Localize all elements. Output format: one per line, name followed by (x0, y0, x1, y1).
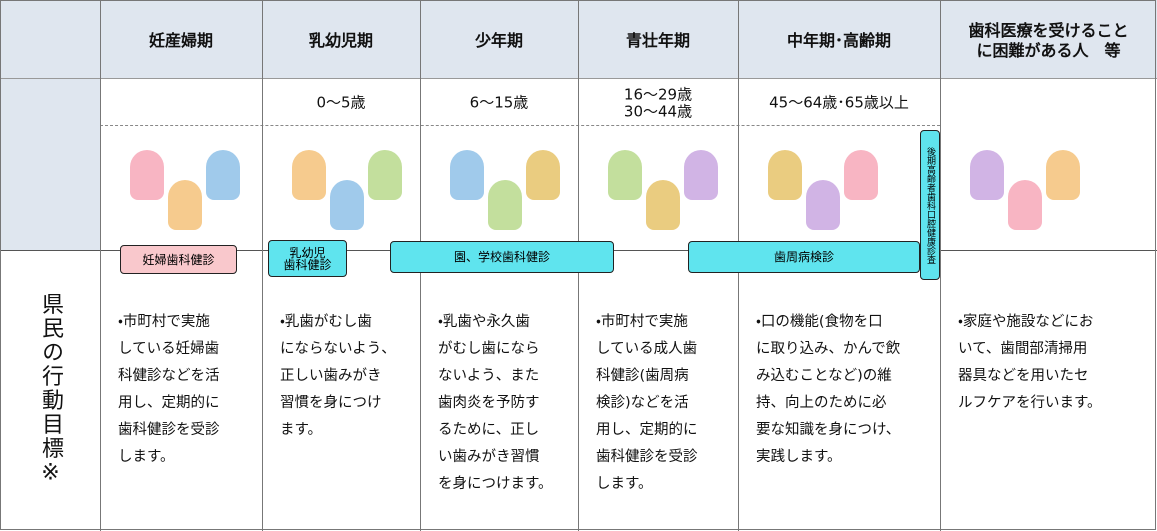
action-text: 実践します。 (756, 449, 842, 465)
action-text: を身につけます。 (438, 476, 553, 492)
action-text: している成人歯 (596, 341, 698, 357)
checkup-label: 園、学校歯科健診 (453, 250, 550, 264)
action-text: るために、正し (438, 422, 540, 438)
column-header: に困難がある人 等 (976, 41, 1121, 60)
action-text: いて、歯間部清掃用 (958, 341, 1088, 357)
action-text: 歯科健診を受診 (596, 449, 698, 465)
action-text: ます。 (280, 422, 323, 438)
left-top-cell (0, 78, 100, 250)
illustration (684, 150, 718, 200)
age-range: 16～29歳 (623, 85, 693, 103)
action-text: ・家庭や施設などにお (958, 314, 1094, 330)
checkup-badge: 乳幼児 歯科健診 (268, 240, 347, 277)
action-text: 用し、定期的に (596, 422, 698, 438)
age-range: 30～44歳 (623, 102, 693, 120)
illustration (488, 180, 522, 230)
action-text: 習慣を身につけ (280, 395, 382, 411)
illustration (1008, 180, 1042, 230)
checkup-label: 後期高齢者歯科口腔健康診査 (925, 146, 935, 264)
column-header: 少年期 (474, 31, 524, 50)
action-text: 検診)などを活 (596, 395, 689, 411)
action-text: ・口の機能(食物を口 (756, 314, 883, 330)
action-text: がむし歯になら (438, 341, 540, 357)
action-text: ・乳歯や永久歯 (438, 314, 530, 330)
illustration (970, 150, 1004, 200)
column-header: 青壮年期 (625, 31, 691, 50)
checkup-badge: 妊婦歯科健診 (120, 245, 237, 274)
illustration (768, 150, 802, 200)
action-text: に取り込み、かんで飲 (756, 341, 901, 357)
checkup-label: 歯科健診 (283, 257, 332, 272)
illustration (206, 150, 240, 200)
action-text: 要な知識を身につけ、 (756, 422, 901, 438)
checkup-badge: 後期高齢者歯科口腔健康診査 (920, 130, 940, 280)
illustration (526, 150, 560, 200)
action-text: します。 (118, 449, 175, 465)
side-label: 県民の行動目標※ (38, 292, 63, 488)
action-text: します。 (596, 476, 653, 492)
action-text: にならないよう、 (280, 341, 396, 357)
action-text: ・乳歯がむし歯 (280, 314, 372, 330)
action-text: している妊婦歯 (118, 341, 220, 357)
checkup-label: 歯周病検診 (773, 250, 834, 264)
dashed-rule (100, 125, 940, 126)
checkup-badge: 歯周病検診 (688, 241, 920, 273)
action-text: い歯みがき習慣 (438, 449, 540, 465)
checkup-badge: 園、学校歯科健診 (390, 241, 614, 273)
column-header: 歯科医療を受けること (968, 21, 1129, 40)
illustration (130, 150, 164, 200)
illustration (608, 150, 642, 200)
age-range: 6～15歳 (469, 93, 529, 112)
age-range: 0～5歳 (316, 93, 366, 112)
action-text: 歯肉炎を予防す (438, 395, 540, 411)
action-text: ないよう、また (438, 368, 540, 384)
illustration (330, 180, 364, 230)
action-text: 用し、定期的に (118, 395, 220, 411)
action-text: み込むことなど)の維 (756, 368, 892, 384)
action-text: 器具などを用いたセ (958, 368, 1089, 384)
illustration (844, 150, 878, 200)
illustration (646, 180, 680, 230)
column-rule (262, 0, 263, 531)
action-text: ルフケアを行います。 (958, 395, 1102, 411)
column-rule (100, 0, 101, 531)
action-text: ・市町村で実施 (118, 314, 210, 330)
column-header: 乳幼児期 (308, 31, 374, 50)
illustration (292, 150, 326, 200)
action-text: 正しい歯みがき (280, 368, 382, 384)
illustration (1046, 150, 1080, 200)
action-text: 歯科健診を受診 (118, 422, 220, 438)
column-header: 妊産婦期 (148, 31, 214, 50)
illustration (368, 150, 402, 200)
column-rule (940, 0, 941, 531)
action-text: 科健診などを活 (118, 368, 220, 384)
column-header: 中年期･高齢期 (786, 31, 892, 50)
illustration (450, 150, 484, 200)
age-range: 45～64歳･65歳以上 (769, 93, 909, 112)
action-text: 持、向上のために必 (756, 395, 887, 411)
illustration (168, 180, 202, 230)
action-text: ・市町村で実施 (596, 314, 688, 330)
checkup-label: 妊婦歯科健診 (142, 252, 215, 267)
checkup-label: 乳幼児 (289, 245, 326, 260)
action-text: 科健診(歯周病 (596, 368, 689, 384)
illustration (806, 180, 840, 230)
